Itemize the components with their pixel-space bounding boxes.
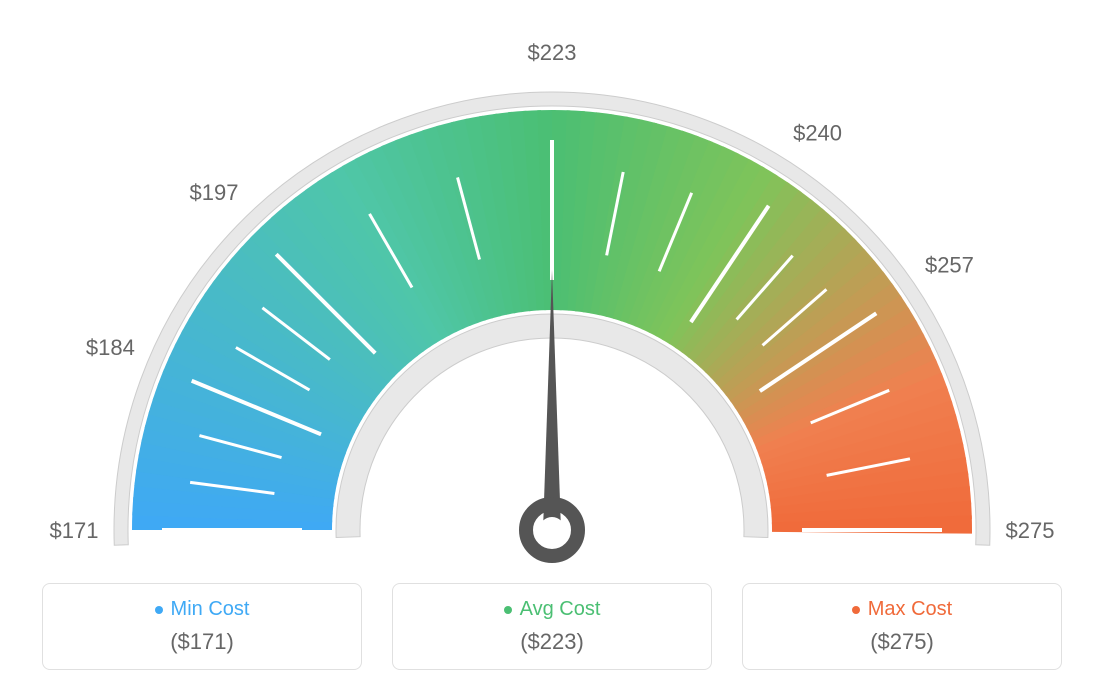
legend-value-avg: ($223) <box>413 629 691 655</box>
legend-dot-max <box>852 606 860 614</box>
legend-text-min: Min Cost <box>171 598 250 621</box>
gauge-chart: $171 $184 $197 $223 $240 $257 $275 <box>0 10 1104 570</box>
legend-value-min: ($171) <box>63 629 341 655</box>
svg-text:$197: $197 <box>190 180 239 205</box>
legend-value-max: ($275) <box>763 629 1041 655</box>
legend-label-avg: Avg Cost <box>413 598 691 621</box>
legend-text-avg: Avg Cost <box>520 598 601 621</box>
legend-label-min: Min Cost <box>63 598 341 621</box>
legend-card-min: Min Cost ($171) <box>42 583 362 670</box>
legend-dot-avg <box>504 606 512 614</box>
legend-card-max: Max Cost ($275) <box>742 583 1062 670</box>
svg-text:$275: $275 <box>1006 518 1055 543</box>
legend-label-max: Max Cost <box>763 598 1041 621</box>
gauge-svg: $171 $184 $197 $223 $240 $257 $275 <box>0 10 1104 570</box>
legend-dot-min <box>155 606 163 614</box>
svg-text:$184: $184 <box>86 335 135 360</box>
svg-text:$171: $171 <box>50 518 99 543</box>
svg-text:$223: $223 <box>528 40 577 65</box>
svg-text:$240: $240 <box>793 121 842 146</box>
svg-text:$257: $257 <box>925 252 974 277</box>
legend-card-avg: Avg Cost ($223) <box>392 583 712 670</box>
legend-row: Min Cost ($171) Avg Cost ($223) Max Cost… <box>0 583 1104 670</box>
legend-text-max: Max Cost <box>868 598 952 621</box>
